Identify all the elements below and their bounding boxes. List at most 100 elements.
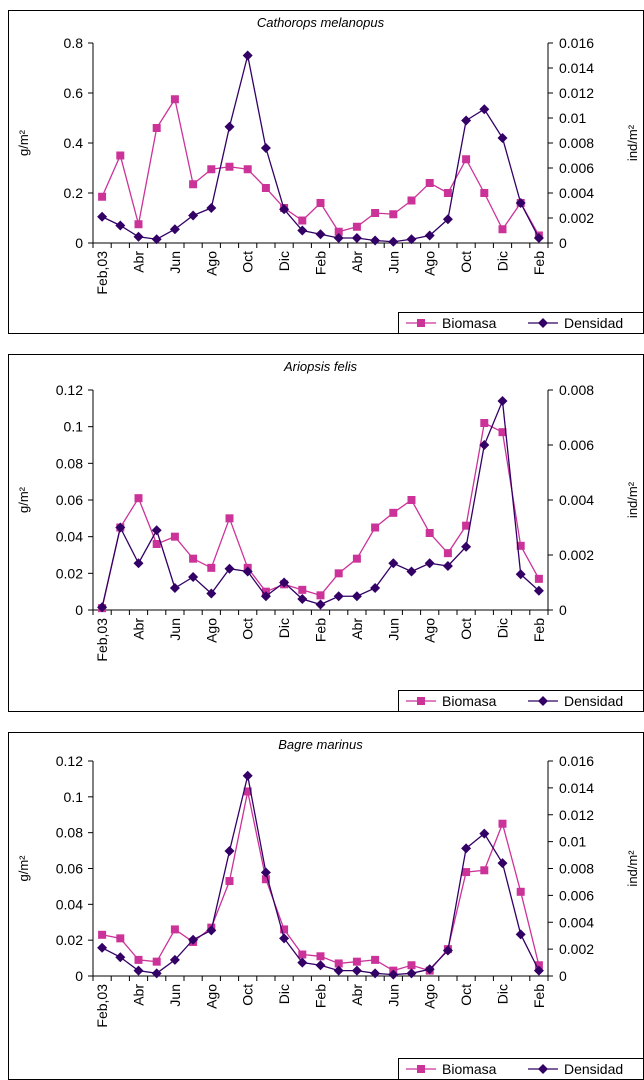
data-point [134,955,143,964]
data-point [462,868,471,877]
data-point [424,558,435,569]
data-point [170,95,179,104]
data-point [425,529,434,537]
data-point [188,572,199,582]
right-tick-label: 0.012 [559,807,594,823]
data-point [152,124,161,132]
data-point [98,192,107,201]
x-tick-label: Abr [131,251,147,273]
right-tick-label: 0.006 [559,437,594,453]
data-point [151,234,162,245]
legend-label: Biomasa [442,315,497,331]
data-point [115,220,126,231]
data-point [315,960,326,971]
y-axis-title: g/m² [16,129,31,156]
data-point [260,591,271,602]
data-point [133,231,144,242]
right-tick-label: 0.01 [559,110,586,126]
chart-title: Ariopsis felis [283,359,357,374]
data-point [352,957,361,966]
data-point [407,196,416,205]
data-point [442,561,453,571]
data-point [189,180,198,189]
data-point [261,875,270,884]
data-point [461,843,472,854]
x-tick-label: Oct [240,251,256,273]
x-tick-label: Abr [131,618,147,640]
data-point [169,583,180,593]
left-tick-label: 0.06 [56,861,83,877]
y-axis-title: g/m² [16,855,31,882]
x-tick-label: Feb [531,251,547,275]
legend-marker [538,1064,548,1074]
data-point [316,199,325,207]
data-point [334,227,343,236]
data-point [279,933,290,944]
data-point [442,945,453,956]
data-point [188,934,199,945]
data-point [297,594,308,604]
data-point [279,577,290,588]
data-point [442,214,453,225]
data-point [479,104,490,115]
left-tick-label: 0.04 [56,529,83,545]
data-point [97,211,108,222]
x-tick-label: Oct [458,618,474,640]
x-tick-label: Dic [495,251,511,271]
left-tick-label: 0.6 [64,85,84,101]
data-point [388,236,399,247]
data-point [370,583,381,593]
data-point [480,419,489,427]
data-point [224,563,235,574]
series-densidad [97,50,544,247]
left-tick-label: 0.1 [64,789,84,805]
x-tick-label: Ago [203,618,219,643]
legend-marker [417,319,425,327]
x-tick-label: Dic [276,618,292,638]
data-point [497,133,508,143]
data-point [461,115,472,126]
data-point [169,954,180,965]
data-point [224,121,235,132]
data-point [170,925,179,934]
data-point [407,961,416,970]
data-point [388,969,399,980]
x-tick-label: Abr [349,618,365,640]
x-tick-label: Dic [495,618,511,638]
y2-axis-title: ind/m² [625,124,640,161]
x-tick-label: Abr [349,251,365,273]
data-point [225,162,234,171]
data-point [115,952,126,963]
data-point [260,867,271,878]
data-point [479,828,490,839]
data-point [461,541,472,552]
data-point [333,233,344,243]
data-point [389,210,398,219]
x-tick-label: Jun [167,618,183,641]
x-tick-label: Dic [276,984,292,1004]
x-tick-label: Feb [313,251,329,275]
data-point [116,934,125,943]
x-tick-label: Feb,03 [94,618,110,662]
data-point [134,220,143,229]
left-tick-label: 0 [75,235,83,251]
x-tick-label: Oct [240,618,256,640]
data-point [533,233,544,243]
data-point [497,396,508,406]
chart-title: Cathorops melanopus [257,15,385,30]
data-point [333,965,344,976]
y2-axis-title: ind/m² [625,850,640,887]
data-point [480,189,489,197]
data-point [497,858,508,869]
x-tick-label: Ago [203,984,219,1009]
data-point [406,234,417,245]
x-tick-label: Dic [495,984,511,1004]
legend-marker [538,696,548,706]
data-point [115,522,126,533]
data-point [462,521,471,530]
data-point [261,184,270,192]
x-tick-label: Jun [167,251,183,274]
right-tick-label: 0.004 [559,185,594,201]
data-point [134,494,143,503]
data-point [443,549,452,558]
